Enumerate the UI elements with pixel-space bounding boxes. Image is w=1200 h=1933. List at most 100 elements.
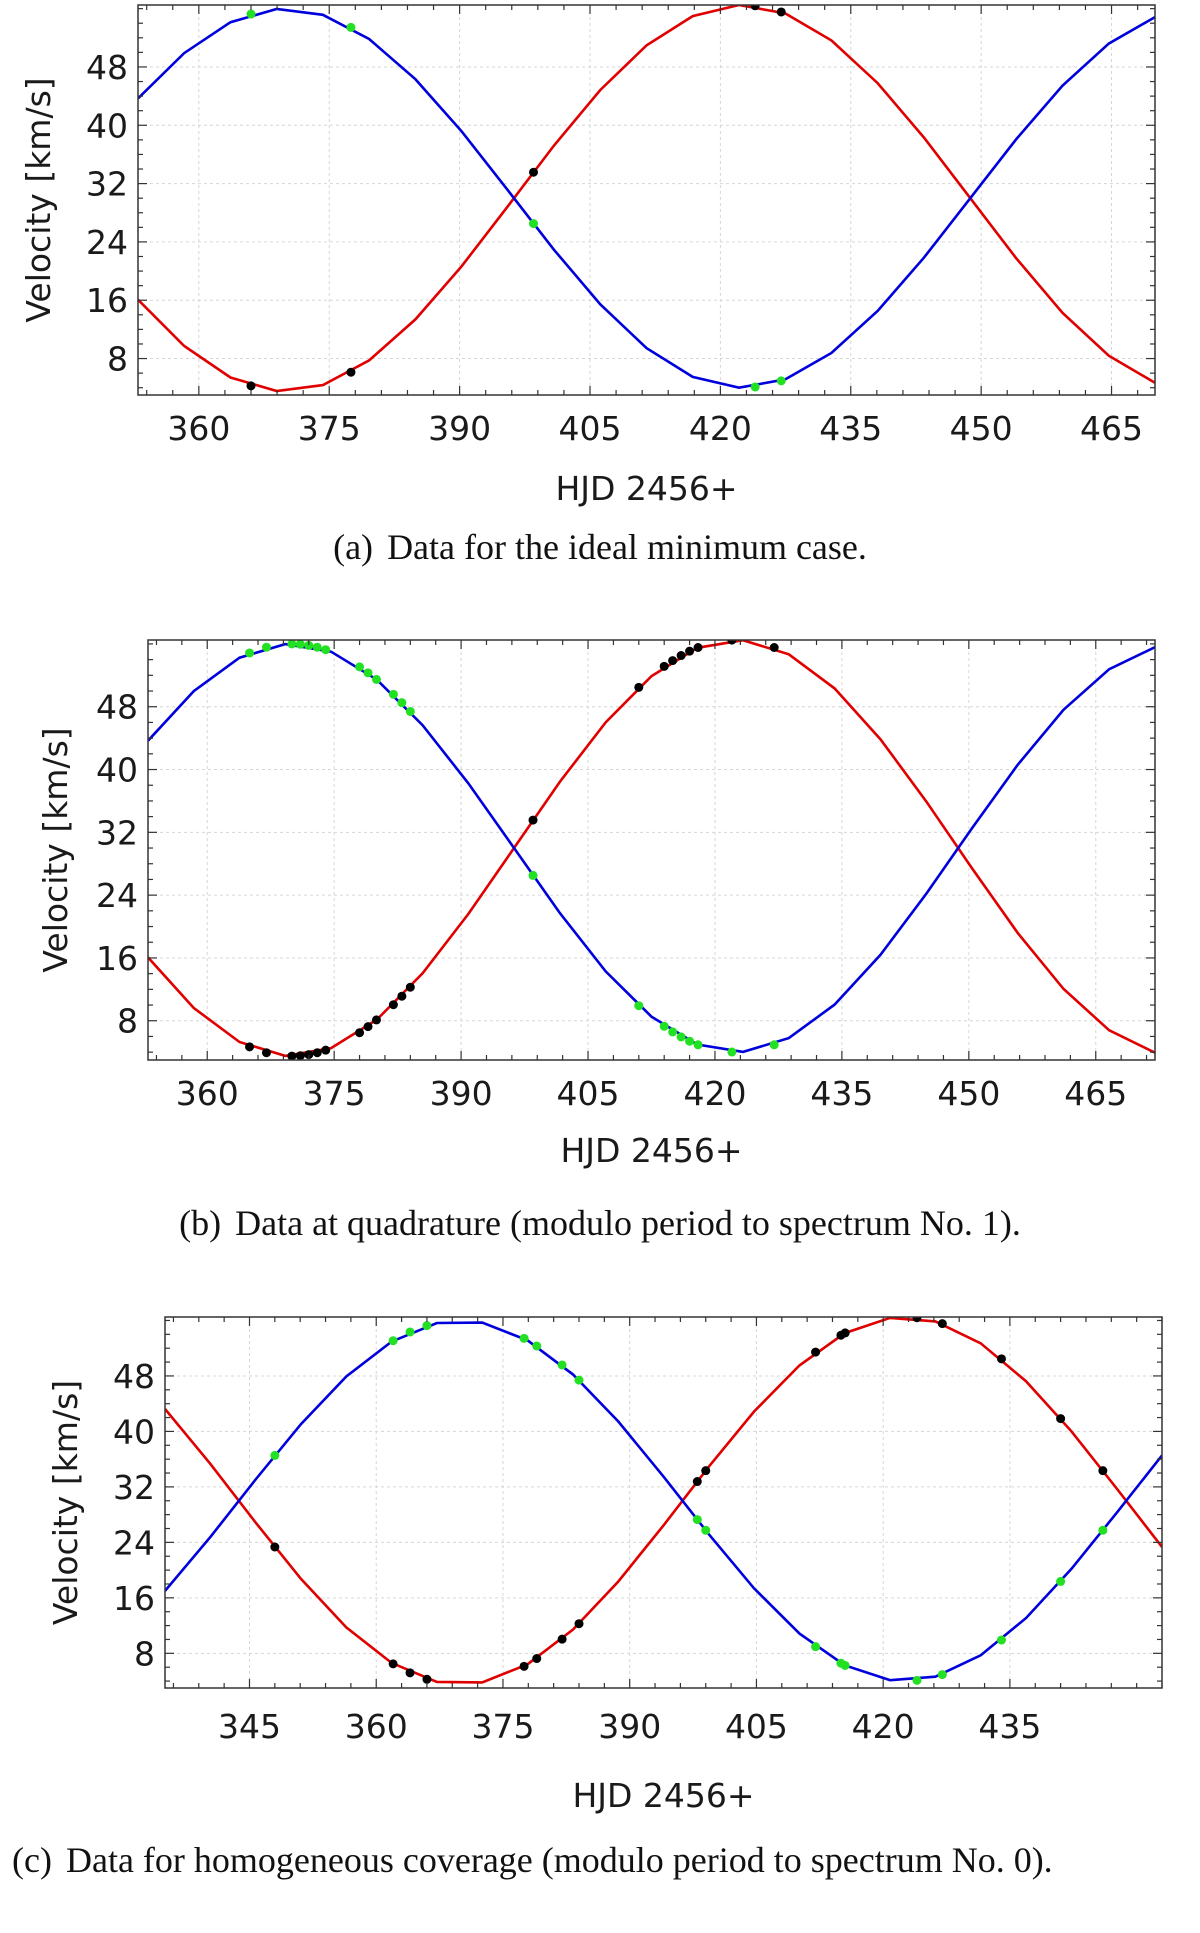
secondary-data-point bbox=[261, 642, 271, 652]
secondary-data-point bbox=[937, 1670, 947, 1680]
secondary-velocity-curve bbox=[138, 7, 1155, 390]
secondary-data-point bbox=[295, 640, 305, 649]
chart-panel-c: 345 360 375 390 405 420 435 8 16 24 32 40 48 HJD 2456… bbox=[0, 1300, 1200, 1830]
primary-data-point bbox=[769, 642, 779, 652]
secondary-data-point bbox=[355, 662, 365, 672]
secondary-data-point bbox=[346, 22, 356, 32]
secondary-data-point bbox=[840, 1660, 850, 1670]
primary-data-point bbox=[355, 1028, 365, 1038]
secondary-data-point bbox=[304, 640, 314, 650]
x-tick-label: 435 bbox=[819, 409, 882, 448]
primary-data-point bbox=[405, 982, 415, 992]
secondary-data-point bbox=[659, 1021, 669, 1031]
y-tick-label: 8 bbox=[117, 1002, 138, 1041]
primary-data-point bbox=[668, 656, 678, 666]
primary-data-point bbox=[397, 991, 407, 1001]
primary-data-point bbox=[750, 5, 760, 11]
x-tick-label: 375 bbox=[471, 1707, 534, 1746]
primary-data-point bbox=[287, 1051, 297, 1060]
primary-data-point bbox=[388, 1659, 398, 1669]
primary-data-point bbox=[529, 167, 538, 177]
x-tick-label: 465 bbox=[1080, 409, 1143, 448]
primary-data-point bbox=[692, 1477, 702, 1487]
primary-data-point bbox=[996, 1354, 1006, 1364]
x-tick-label: 345 bbox=[218, 1707, 281, 1746]
primary-data-point bbox=[312, 1048, 322, 1058]
secondary-data-point bbox=[321, 645, 331, 655]
primary-data-point bbox=[685, 646, 695, 656]
x-tick-label: 435 bbox=[810, 1074, 873, 1113]
secondary-data-point bbox=[750, 382, 760, 392]
primary-data-point bbox=[346, 367, 356, 377]
x-tick-label: 435 bbox=[978, 1707, 1041, 1746]
y-axis-title: Velocity [km/s] bbox=[46, 1380, 85, 1625]
y-tick-label: 32 bbox=[96, 813, 138, 852]
secondary-data-point bbox=[811, 1642, 821, 1652]
caption-b-label: (b) bbox=[179, 1203, 222, 1243]
secondary-data-point bbox=[701, 1525, 711, 1535]
x-tick-label: 375 bbox=[298, 409, 361, 448]
secondary-data-point bbox=[519, 1333, 529, 1343]
primary-data-point bbox=[295, 1051, 305, 1060]
secondary-data-point bbox=[388, 1336, 398, 1346]
y-tick-label: 48 bbox=[96, 688, 138, 727]
plot-frame bbox=[164, 1316, 1163, 1689]
secondary-data-point bbox=[685, 1036, 695, 1046]
x-tick-label: 450 bbox=[950, 409, 1013, 448]
primary-data-point bbox=[811, 1347, 821, 1357]
secondary-data-point bbox=[270, 1450, 280, 1460]
y-tick-label: 16 bbox=[86, 281, 128, 320]
x-axis-title: HJD 2456+ bbox=[572, 1776, 754, 1815]
caption-b: (b) Data at quadrature (modulo period to … bbox=[0, 1201, 1200, 1245]
y-axis-title: Velocity [km/s] bbox=[36, 727, 75, 972]
primary-data-point bbox=[1098, 1466, 1108, 1476]
caption-c-label: (c) bbox=[12, 1840, 52, 1880]
secondary-data-point bbox=[363, 668, 373, 678]
y-tick-label: 32 bbox=[86, 165, 128, 204]
caption-a-text: Data for the ideal minimum case. bbox=[387, 527, 867, 567]
primary-data-point bbox=[363, 1022, 373, 1032]
chart-panel-b: 360 375 390 405 420 435 450 465 8 16 24 32 40 48 HJD 2… bbox=[0, 620, 1200, 1180]
primary-data-point bbox=[776, 7, 786, 17]
x-tick-label: 390 bbox=[598, 1707, 661, 1746]
secondary-data-point bbox=[405, 706, 415, 716]
y-tick-label: 24 bbox=[96, 876, 138, 915]
primary-data-point bbox=[371, 1015, 381, 1025]
secondary-data-point bbox=[397, 698, 407, 708]
caption-a: (a) Data for the ideal minimum case. bbox=[0, 525, 1200, 569]
chart-b-svg: 360 375 390 405 420 435 450 465 8 16 24 32 40 48 HJD 2… bbox=[36, 639, 1156, 1170]
secondary-data-point bbox=[557, 1360, 567, 1370]
y-tick-label: 16 bbox=[96, 939, 138, 978]
x-tick-label: 375 bbox=[303, 1074, 366, 1113]
primary-data-point bbox=[634, 682, 644, 692]
secondary-data-point bbox=[769, 1040, 779, 1050]
primary-data-point bbox=[659, 661, 669, 671]
x-tick-label: 360 bbox=[345, 1707, 408, 1746]
primary-data-point bbox=[727, 640, 737, 645]
secondary-data-point bbox=[388, 689, 398, 699]
secondary-data-point bbox=[693, 1040, 703, 1050]
secondary-data-point bbox=[574, 1375, 584, 1385]
primary-data-point bbox=[532, 1654, 542, 1664]
primary-data-point bbox=[676, 651, 686, 661]
y-tick-label: 48 bbox=[86, 48, 128, 87]
primary-data-point bbox=[245, 1042, 255, 1052]
secondary-data-point bbox=[528, 870, 538, 880]
plot-frame bbox=[137, 4, 1156, 396]
secondary-velocity-curve bbox=[165, 1321, 1162, 1682]
x-tick-label: 450 bbox=[937, 1074, 1000, 1113]
plot-frame bbox=[147, 639, 1156, 1061]
secondary-data-point bbox=[312, 642, 322, 652]
primary-data-point bbox=[261, 1048, 271, 1058]
secondary-data-point bbox=[287, 640, 297, 649]
x-tick-label: 390 bbox=[430, 1074, 493, 1113]
secondary-data-point bbox=[996, 1635, 1006, 1645]
primary-data-point bbox=[528, 815, 538, 825]
secondary-data-point bbox=[1056, 1576, 1066, 1586]
primary-data-point bbox=[519, 1661, 529, 1671]
primary-data-point bbox=[1056, 1414, 1066, 1424]
x-tick-label: 420 bbox=[683, 1074, 746, 1113]
y-axis-title: Velocity [km/s] bbox=[19, 77, 58, 322]
x-tick-label: 390 bbox=[428, 409, 491, 448]
y-tick-label: 40 bbox=[86, 106, 128, 145]
